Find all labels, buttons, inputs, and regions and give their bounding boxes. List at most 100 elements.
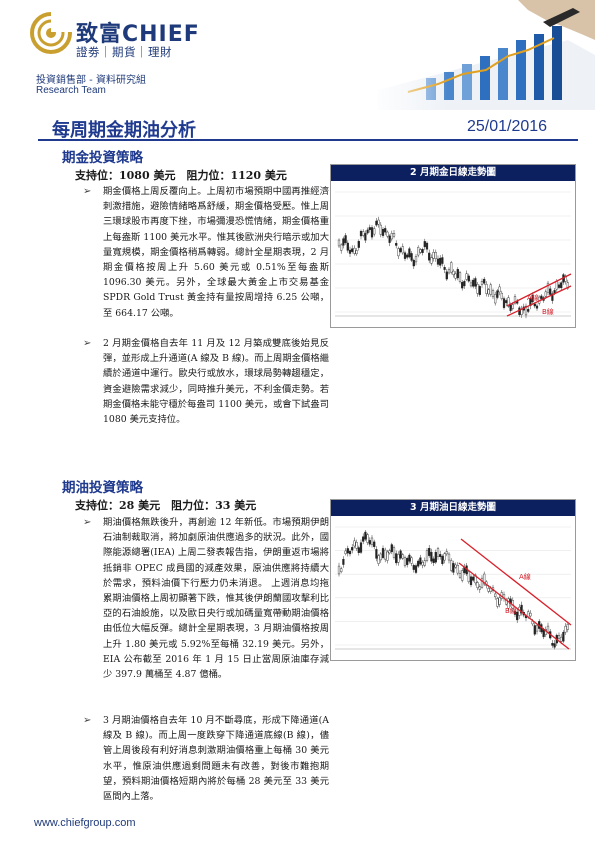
oil-label-a: A線 — [519, 572, 531, 581]
oil-channel-a-line — [460, 538, 572, 626]
candle-body — [344, 235, 347, 243]
candle-body — [443, 267, 446, 270]
candle-body — [362, 231, 365, 236]
candle-body — [447, 553, 451, 561]
candle-body — [478, 286, 481, 295]
candle-body — [439, 554, 442, 557]
candle-body — [436, 258, 440, 265]
candle-body — [441, 257, 444, 264]
candle-body — [379, 224, 382, 235]
candle-body — [390, 233, 393, 240]
candle-body — [370, 537, 374, 545]
candle-body — [399, 550, 402, 559]
candle-body — [375, 220, 378, 226]
candle-body — [377, 219, 380, 225]
candle-body — [434, 552, 437, 563]
candle-body — [355, 250, 358, 255]
candle-body — [469, 576, 473, 586]
candle-body — [348, 249, 352, 254]
candle-body — [507, 297, 510, 307]
candle-body — [555, 280, 558, 290]
gold-bullet-1-text: 期金價格上周反覆向上。上周初市場預期中國再推經濟刺激措施，避險情緒略爲舒緩，期金… — [103, 186, 329, 319]
candle-body — [527, 309, 530, 312]
candle-body — [373, 541, 376, 547]
candle-body — [425, 242, 429, 250]
candle-body — [337, 565, 341, 575]
chief-logo-icon — [30, 12, 72, 54]
report-title: 每周期金期油分析 — [52, 120, 196, 141]
candle-body — [498, 286, 501, 293]
candle-body — [423, 241, 426, 248]
candle-body — [344, 550, 347, 554]
candle-body — [401, 554, 404, 559]
candle-body — [359, 542, 363, 553]
candle-body — [458, 573, 462, 578]
candle-body — [461, 570, 464, 581]
department-label: 投資銷售部 - 資料研究組 — [36, 75, 146, 86]
candle-body — [483, 573, 486, 585]
candle-body — [412, 565, 415, 570]
candle-body — [511, 304, 514, 309]
candle-body — [353, 247, 356, 254]
gold-label-a: A線 — [527, 293, 539, 302]
candle-body — [531, 621, 534, 625]
oil-chart: 3 月期油日線走勢圖 A線 B線 — [330, 499, 576, 661]
candle-body — [474, 278, 477, 287]
candle-body — [557, 635, 561, 639]
report-date: 25/01/2016 — [467, 118, 548, 135]
oil-bullet-1: ➢ 期油價格無跌後升，再創逾 12 年新低。市場預期伊朗石油制裁取消，將加劇原油… — [83, 515, 329, 682]
candle-body — [551, 642, 554, 646]
candle-body — [421, 562, 424, 566]
gold-chart: 2 月期金日線走勢圖 A線 B線 — [330, 164, 576, 328]
candle-body — [340, 244, 343, 251]
footer-website-link[interactable]: www.chiefgroup.com — [34, 817, 136, 829]
gold-support-resistance: 支持位：1080 美元 阻力位：1120 美元 — [75, 169, 287, 182]
candle-body — [516, 611, 519, 621]
gold-section-heading: 期金投資策略 — [62, 150, 143, 166]
candle-body — [520, 604, 523, 614]
candle-body — [373, 228, 376, 235]
candle-body — [469, 282, 473, 287]
candle-body — [432, 252, 435, 259]
candle-body — [496, 598, 499, 607]
candle-body — [564, 275, 567, 282]
candle-body — [560, 636, 563, 642]
candle-body — [549, 288, 552, 295]
candle-body — [518, 307, 521, 315]
candle-body — [417, 247, 420, 256]
team-label: Research Team — [36, 85, 106, 96]
candle-body — [377, 555, 380, 564]
candle-body — [399, 248, 402, 252]
candle-body — [337, 239, 341, 247]
candle-body — [403, 252, 407, 259]
candle-body — [487, 289, 490, 295]
gold-bullet-2-text: 2 月期金價格自去年 11 月及 12 月築成雙底後始見反彈，並形成上升通道(A… — [103, 338, 329, 426]
candle-body — [408, 248, 411, 258]
candle-body — [366, 534, 369, 543]
candle-body — [535, 305, 539, 309]
candle-body — [445, 551, 448, 555]
candle-body — [425, 550, 429, 561]
candle-body — [494, 593, 497, 598]
candle-body — [480, 281, 484, 285]
candle-body — [386, 231, 389, 237]
candle-body — [454, 564, 457, 568]
candle-body — [428, 252, 431, 261]
candle-body — [476, 284, 479, 294]
candle-body — [562, 631, 565, 642]
candle-body — [342, 238, 345, 246]
candle-body — [384, 549, 387, 560]
candle-body — [410, 557, 413, 564]
candle-body — [395, 243, 398, 246]
gold-channel-a-line — [506, 273, 572, 307]
candle-body — [375, 549, 378, 559]
candle-body — [472, 279, 475, 287]
candle-body — [419, 557, 422, 565]
candle-body — [500, 292, 503, 299]
candle-body — [494, 294, 497, 304]
bullet-arrow-icon: ➢ — [83, 186, 92, 197]
candle-body — [392, 233, 396, 237]
candle-body — [388, 550, 391, 554]
oil-label-b: B線 — [505, 606, 517, 615]
candle-body — [368, 540, 371, 545]
